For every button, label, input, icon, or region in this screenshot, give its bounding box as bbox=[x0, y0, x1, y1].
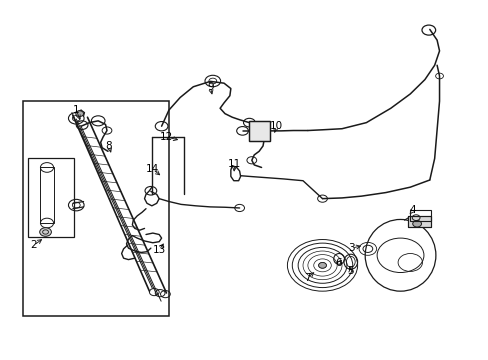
Circle shape bbox=[40, 228, 51, 236]
Text: 3: 3 bbox=[348, 243, 354, 253]
Bar bbox=[249, 121, 269, 140]
Bar bbox=[407, 216, 430, 227]
Bar bbox=[22, 101, 168, 316]
Bar bbox=[40, 167, 54, 223]
Text: 4: 4 bbox=[408, 206, 415, 216]
Text: 8: 8 bbox=[105, 141, 112, 151]
Bar bbox=[249, 121, 269, 140]
Text: 10: 10 bbox=[269, 121, 282, 131]
Text: 2: 2 bbox=[30, 240, 37, 250]
Text: 13: 13 bbox=[152, 245, 165, 255]
Circle shape bbox=[412, 221, 421, 227]
Bar bbox=[407, 216, 430, 227]
Text: 1: 1 bbox=[73, 105, 80, 115]
Circle shape bbox=[76, 111, 83, 117]
Text: 5: 5 bbox=[347, 266, 353, 276]
Text: 6: 6 bbox=[335, 258, 341, 268]
Text: 9: 9 bbox=[206, 82, 213, 92]
Text: 14: 14 bbox=[146, 164, 159, 174]
Bar bbox=[409, 211, 430, 221]
Bar bbox=[27, 158, 74, 237]
Text: 11: 11 bbox=[228, 159, 241, 169]
Circle shape bbox=[318, 262, 326, 268]
Text: 12: 12 bbox=[160, 132, 173, 142]
Text: 7: 7 bbox=[304, 273, 310, 283]
